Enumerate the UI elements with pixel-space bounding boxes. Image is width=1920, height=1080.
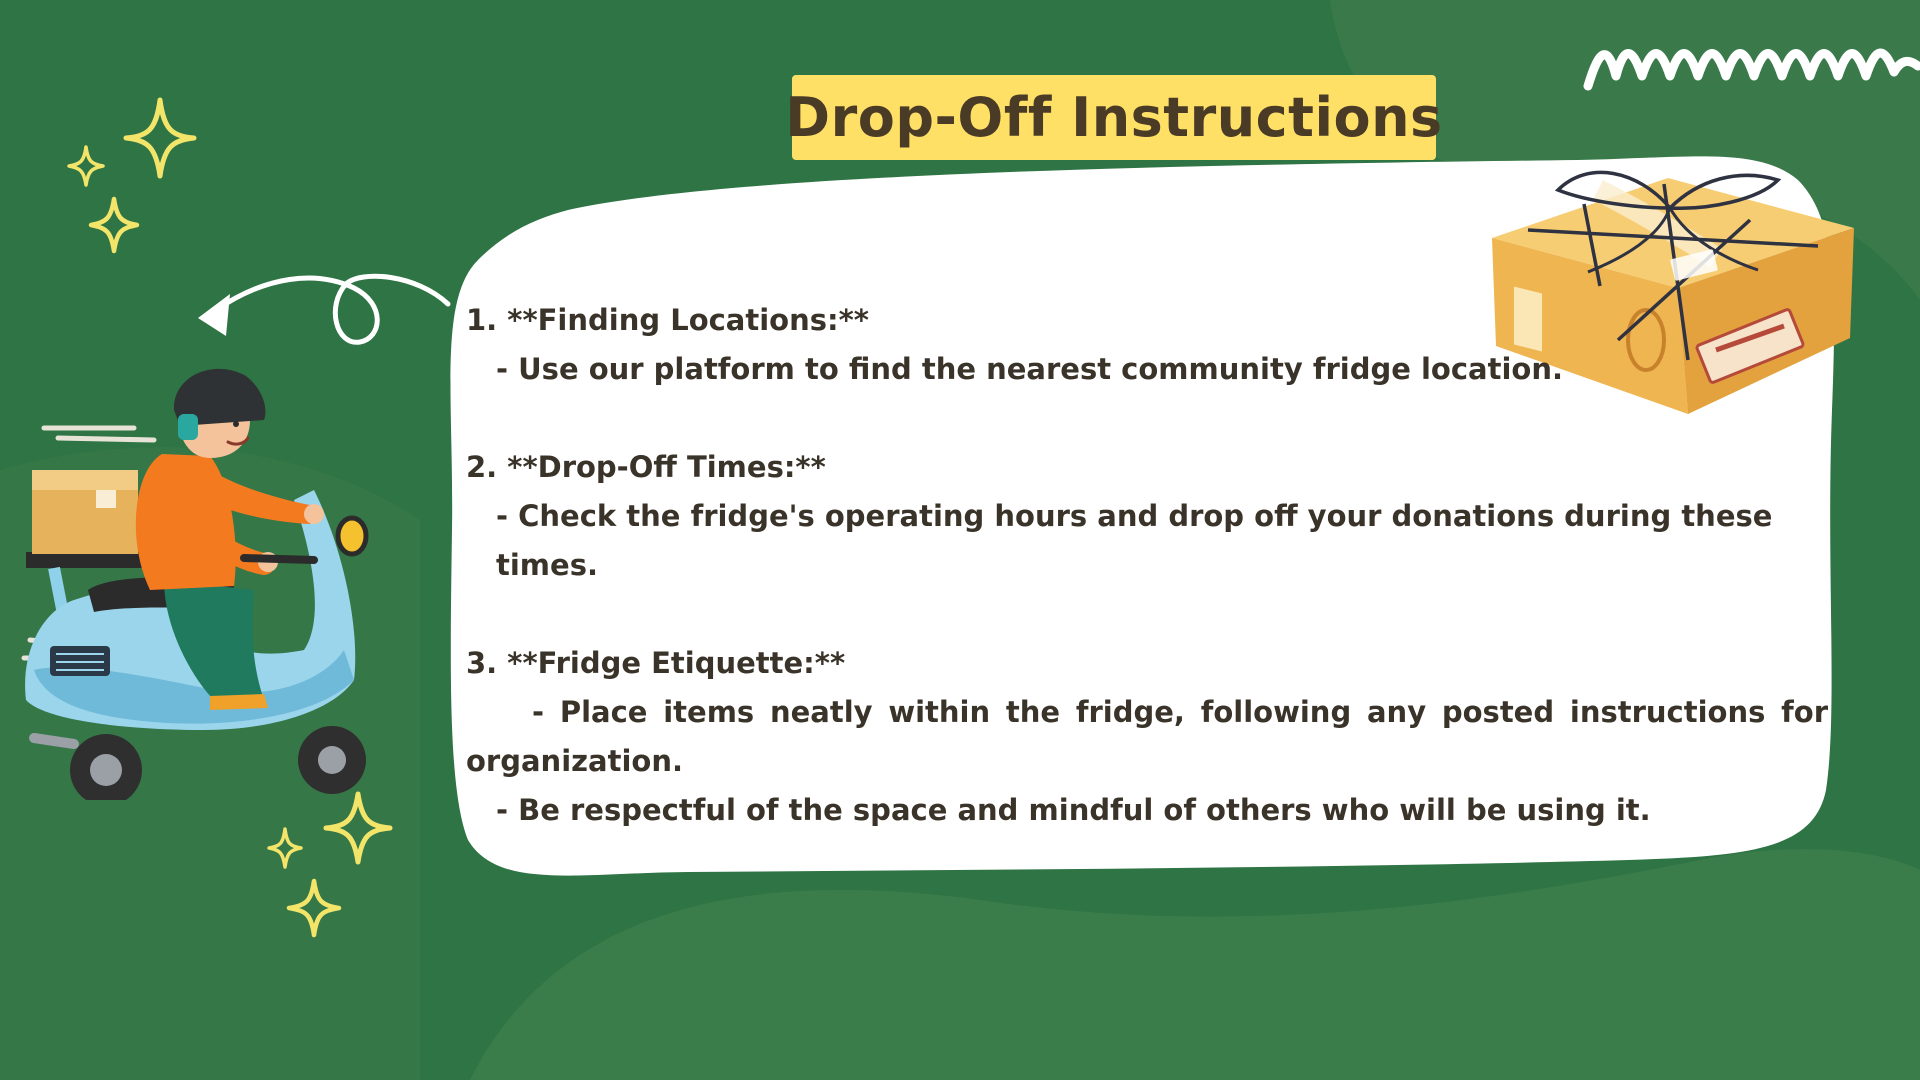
section-spacer: [466, 394, 1828, 443]
sparkle-icon: [123, 97, 197, 179]
section-heading: 2. **Drop-Off Times:**: [466, 450, 826, 484]
section-bullet: - Place items neatly within the fridge, …: [466, 695, 1828, 778]
sparkle-icon: [88, 196, 140, 254]
content-card: [450, 156, 1835, 876]
zigzag-squiggle-icon: [1583, 48, 1920, 91]
section-spacer: [466, 590, 1828, 639]
section-bullet: - Use our platform to find the nearest c…: [496, 352, 1563, 386]
sparkle-icon: [323, 791, 393, 865]
tied-package-illustration: [1492, 170, 1854, 414]
instructions-content: 1. **Finding Locations:** - Use our plat…: [466, 296, 1828, 835]
page-title: Drop-Off Instructions: [785, 86, 1443, 149]
sparkle-icon: [67, 145, 105, 187]
section-bullet: - Be respectful of the space and mindful…: [496, 793, 1651, 827]
sparkle-icon: [267, 827, 303, 869]
section-heading: 1. **Finding Locations:**: [466, 303, 869, 337]
section-heading: 3. **Fridge Etiquette:**: [466, 646, 846, 680]
delivery-scooter-illustration: [21, 368, 369, 800]
sparkle-icon: [286, 878, 342, 938]
section-bullet: - Check the fridge's operating hours and…: [496, 499, 1773, 582]
title-badge: Drop-Off Instructions: [785, 75, 1442, 160]
curly-arrow-icon: [198, 273, 451, 345]
